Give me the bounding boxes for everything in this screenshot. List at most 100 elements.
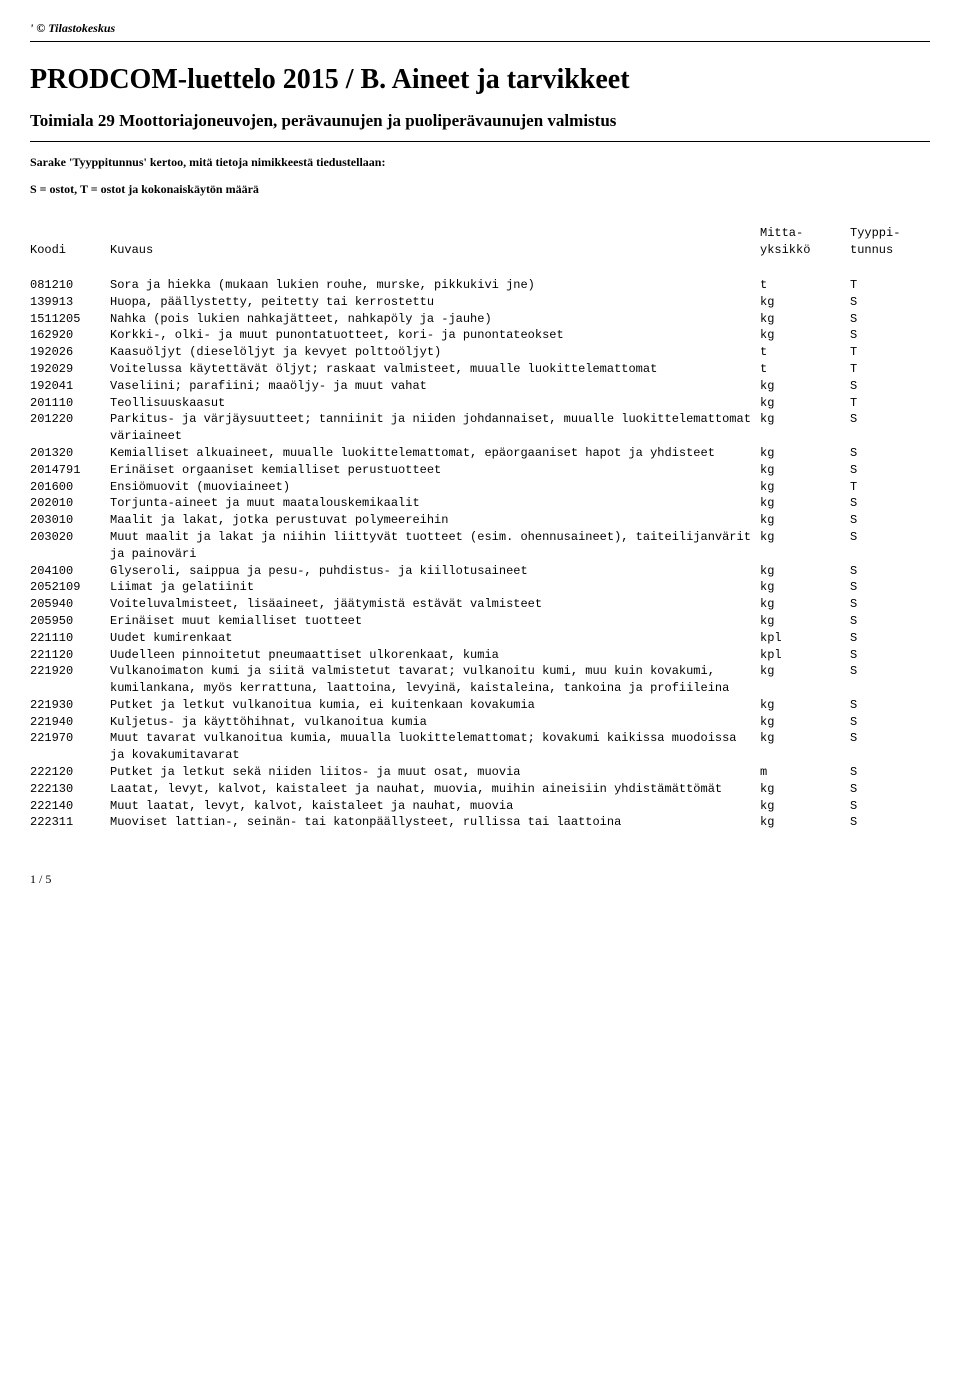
cell-type: T xyxy=(850,395,930,412)
cell-code: 139913 xyxy=(30,294,110,311)
cell-desc: Laatat, levyt, kalvot, kaistaleet ja nau… xyxy=(110,781,760,798)
divider xyxy=(30,141,930,142)
cell-desc: Nahka (pois lukien nahkajätteet, nahkapö… xyxy=(110,311,760,328)
cell-code: 081210 xyxy=(30,277,110,294)
table-row: 221930Putket ja letkut vulkanoitua kumia… xyxy=(30,697,930,714)
cell-code: 203010 xyxy=(30,512,110,529)
cell-desc: Erinäiset muut kemialliset tuotteet xyxy=(110,613,760,630)
cell-desc: Erinäiset orgaaniset kemialliset perustu… xyxy=(110,462,760,479)
table-row: 1511205Nahka (pois lukien nahkajätteet, … xyxy=(30,311,930,328)
cell-desc: Teollisuuskaasut xyxy=(110,395,760,412)
cell-code: 1511205 xyxy=(30,311,110,328)
table-row: 222311Muoviset lattian-, seinän- tai kat… xyxy=(30,814,930,831)
cell-type: S xyxy=(850,294,930,311)
table-row: 2052109Liimat ja gelatiinitkgS xyxy=(30,579,930,596)
cell-code: 222140 xyxy=(30,798,110,815)
table-row: 221970Muut tavarat vulkanoitua kumia, mu… xyxy=(30,730,930,764)
cell-unit: kg xyxy=(760,462,850,479)
cell-code: 221940 xyxy=(30,714,110,731)
table-row: 162920Korkki-, olki- ja muut punontatuot… xyxy=(30,327,930,344)
cell-unit: kg xyxy=(760,697,850,714)
cell-code: 201110 xyxy=(30,395,110,412)
table-row: 201600Ensiömuovit (muoviaineet)kgT xyxy=(30,479,930,496)
cell-code: 201600 xyxy=(30,479,110,496)
cell-type: S xyxy=(850,512,930,529)
cell-type: S xyxy=(850,647,930,664)
cell-unit: kg xyxy=(760,714,850,731)
cell-code: 2052109 xyxy=(30,579,110,596)
cell-type: S xyxy=(850,495,930,512)
cell-unit: m xyxy=(760,764,850,781)
cell-code: 204100 xyxy=(30,563,110,580)
table-row: 192041Vaseliini; parafiini; maaöljy- ja … xyxy=(30,378,930,395)
cell-desc: Kemialliset alkuaineet, muualle luokitte… xyxy=(110,445,760,462)
table-row: 201320Kemialliset alkuaineet, muualle lu… xyxy=(30,445,930,462)
table-row: 222140Muut laatat, levyt, kalvot, kaista… xyxy=(30,798,930,815)
cell-type: S xyxy=(850,596,930,613)
cell-type: S xyxy=(850,630,930,647)
copyright-note: ' © Tilastokeskus xyxy=(30,20,930,37)
cell-type: S xyxy=(850,730,930,764)
cell-code: 192041 xyxy=(30,378,110,395)
cell-type: S xyxy=(850,697,930,714)
cell-type: S xyxy=(850,563,930,580)
table-row: 203010Maalit ja lakat, jotka perustuvat … xyxy=(30,512,930,529)
cell-code: 221920 xyxy=(30,663,110,697)
data-table: Koodi Kuvaus Mitta-yksikkö Tyyppi-tunnus… xyxy=(30,225,930,831)
cell-desc: Vulkanoimaton kumi ja siitä valmistetut … xyxy=(110,663,760,697)
table-row: 205950Erinäiset muut kemialliset tuottee… xyxy=(30,613,930,630)
cell-code: 221970 xyxy=(30,730,110,764)
cell-code: 201220 xyxy=(30,411,110,445)
cell-desc: Voitelussa käytettävät öljyt; raskaat va… xyxy=(110,361,760,378)
cell-unit: kg xyxy=(760,596,850,613)
table-row: 192029Voitelussa käytettävät öljyt; rask… xyxy=(30,361,930,378)
cell-unit: kpl xyxy=(760,630,850,647)
table-row: 221110Uudet kumirenkaatkplS xyxy=(30,630,930,647)
cell-unit: kg xyxy=(760,395,850,412)
cell-unit: t xyxy=(760,361,850,378)
cell-desc: Putket ja letkut vulkanoitua kumia, ei k… xyxy=(110,697,760,714)
cell-unit: kg xyxy=(760,479,850,496)
cell-desc: Kuljetus- ja käyttöhihnat, vulkanoitua k… xyxy=(110,714,760,731)
cell-unit: kg xyxy=(760,512,850,529)
table-row: 192026Kaasuöljyt (dieselöljyt ja kevyet … xyxy=(30,344,930,361)
table-row: 204100Glyseroli, saippua ja pesu-, puhdi… xyxy=(30,563,930,580)
cell-desc: Sora ja hiekka (mukaan lukien rouhe, mur… xyxy=(110,277,760,294)
cell-code: 222130 xyxy=(30,781,110,798)
cell-desc: Maalit ja lakat, jotka perustuvat polyme… xyxy=(110,512,760,529)
cell-type: S xyxy=(850,579,930,596)
cell-desc: Uudelleen pinnoitetut pneumaattiset ulko… xyxy=(110,647,760,664)
cell-code: 205940 xyxy=(30,596,110,613)
cell-desc: Muut maalit ja lakat ja niihin liittyvät… xyxy=(110,529,760,563)
page-title: PRODCOM-luettelo 2015 / B. Aineet ja tar… xyxy=(30,60,930,99)
cell-type: S xyxy=(850,327,930,344)
cell-unit: kg xyxy=(760,327,850,344)
cell-code: 221110 xyxy=(30,630,110,647)
cell-code: 201320 xyxy=(30,445,110,462)
table-row: 202010Torjunta-aineet ja muut maatalousk… xyxy=(30,495,930,512)
table-row: 201220Parkitus- ja värjäysuutteet; tanni… xyxy=(30,411,930,445)
page-number: 1 / 5 xyxy=(30,871,930,888)
cell-unit: kg xyxy=(760,495,850,512)
cell-unit: kg xyxy=(760,563,850,580)
divider xyxy=(30,41,930,42)
cell-desc: Vaseliini; parafiini; maaöljy- ja muut v… xyxy=(110,378,760,395)
cell-desc: Kaasuöljyt (dieselöljyt ja kevyet poltto… xyxy=(110,344,760,361)
cell-type: S xyxy=(850,445,930,462)
cell-type: S xyxy=(850,378,930,395)
cell-type: S xyxy=(850,781,930,798)
cell-type: T xyxy=(850,277,930,294)
cell-unit: kg xyxy=(760,814,850,831)
table-row: 081210Sora ja hiekka (mukaan lukien rouh… xyxy=(30,277,930,294)
cell-unit: kg xyxy=(760,613,850,630)
cell-code: 222311 xyxy=(30,814,110,831)
page-subtitle: Toimiala 29 Moottoriajoneuvojen, perävau… xyxy=(30,109,930,133)
legend-line: S = ostot, T = ostot ja kokonaiskäytön m… xyxy=(30,181,930,198)
table-row: 2014791Erinäiset orgaaniset kemialliset … xyxy=(30,462,930,479)
table-body: 081210Sora ja hiekka (mukaan lukien rouh… xyxy=(30,277,930,831)
cell-code: 2014791 xyxy=(30,462,110,479)
cell-desc: Ensiömuovit (muoviaineet) xyxy=(110,479,760,496)
cell-type: S xyxy=(850,798,930,815)
cell-code: 221120 xyxy=(30,647,110,664)
cell-desc: Muoviset lattian-, seinän- tai katonpääl… xyxy=(110,814,760,831)
